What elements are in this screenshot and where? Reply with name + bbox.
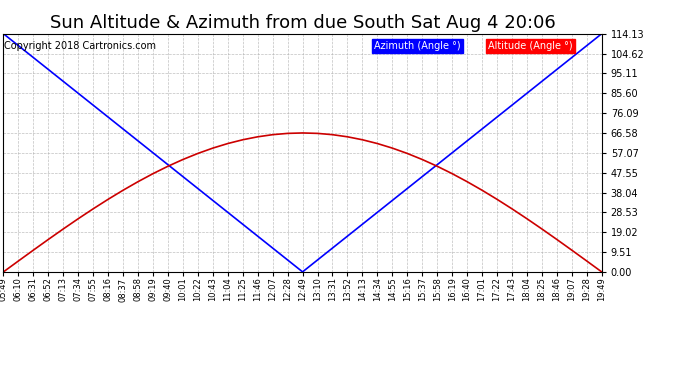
Text: Azimuth (Angle °): Azimuth (Angle °) [375,41,461,51]
Text: Altitude (Angle °): Altitude (Angle °) [488,41,573,51]
Text: Copyright 2018 Cartronics.com: Copyright 2018 Cartronics.com [4,41,156,51]
Title: Sun Altitude & Azimuth from due South Sat Aug 4 20:06: Sun Altitude & Azimuth from due South Sa… [50,14,555,32]
